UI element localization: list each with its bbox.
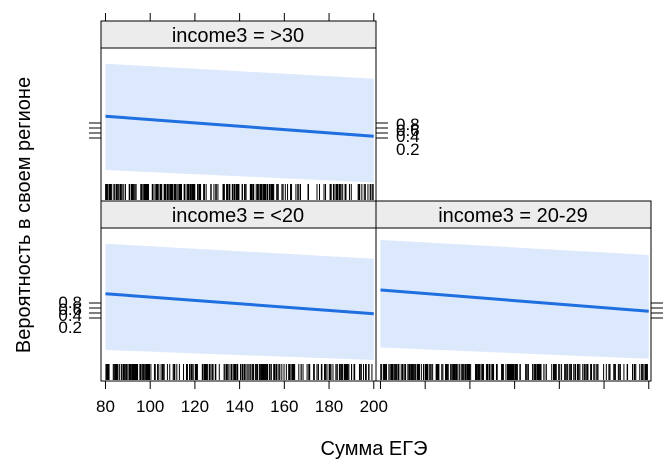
data-bottom-left (105, 243, 374, 380)
x-tick-label: 140 (225, 397, 253, 416)
y-tick-label: 0.8 (396, 115, 420, 134)
y-tick-label: 0.4 (58, 306, 82, 325)
y-tick-label: 0.2 (58, 318, 82, 337)
panel-top-left: income3 = >30 (100, 20, 377, 202)
y-tick-label: 0.6 (396, 121, 420, 140)
rug-bottom-left (105, 364, 373, 380)
strip-label-bottom-right: income3 = 20-29 (438, 205, 588, 227)
plot-frame-bottom-right (375, 227, 652, 382)
y-axis-title: Вероятность в своем регионе (13, 77, 35, 353)
strip-bottom-left (100, 200, 377, 229)
x-tick-label: 180 (315, 397, 343, 416)
y-tick-label: 0.2 (396, 140, 420, 159)
panel-bottom-right: income3 = 20-29 (375, 200, 652, 382)
strip-bottom-right (375, 200, 652, 229)
fit-line-bottom-left (105, 292, 374, 316)
y-tick-label: 0.8 (58, 293, 82, 312)
fit-line-top-left (105, 114, 374, 138)
strip-label-bottom-left: income3 = <20 (172, 205, 304, 227)
strip-label-top-left: income3 = >30 (172, 25, 304, 47)
data-bottom-right (380, 240, 649, 380)
x-tick-label: 200 (360, 397, 388, 416)
strip-top-left (100, 20, 377, 49)
fit-line-bottom-right (380, 288, 649, 313)
confidence-band-bottom-left (105, 243, 374, 360)
rug-bottom-right (380, 364, 648, 380)
x-tick-label: 160 (270, 397, 298, 416)
data-top-left (105, 63, 374, 200)
axes: 80 100 120 140 160 180 2000.80.60.40.20.80.60.… (58, 13, 663, 416)
x-tick-label: 80 (96, 397, 115, 416)
rug-top-left (105, 184, 374, 200)
x-axis-title: Сумма ЕГЭ (321, 438, 428, 460)
x-tick-label: 120 (181, 397, 209, 416)
x-tick-label: 100 (136, 397, 164, 416)
confidence-band-top-left (105, 63, 374, 183)
y-tick-label: 0.4 (396, 127, 420, 146)
y-tick-label: 0.6 (58, 300, 82, 319)
